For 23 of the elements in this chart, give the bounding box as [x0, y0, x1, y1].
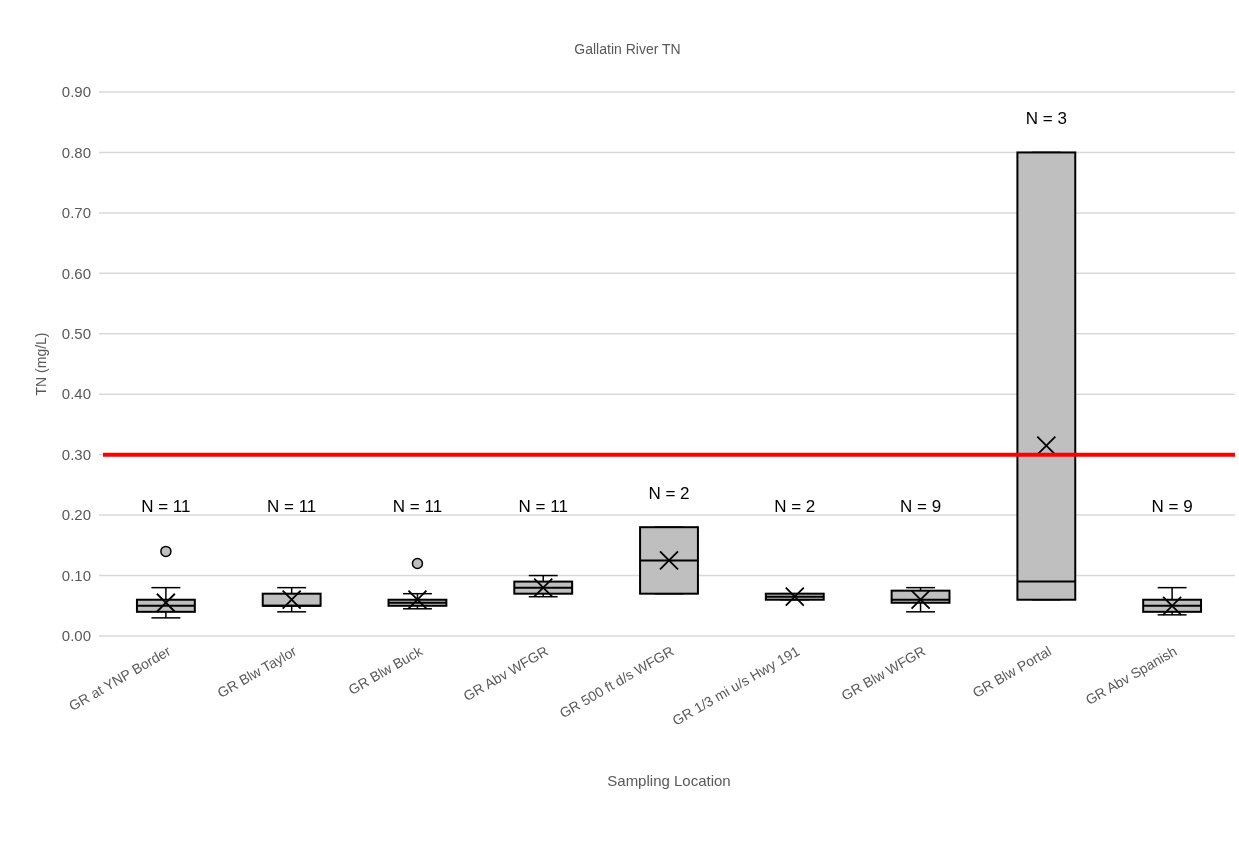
annotation: N = 3 — [1025, 109, 1067, 129]
y-tick-label: 0.10 — [61, 566, 91, 584]
y-axis-title: TN (mg/L) — [33, 332, 49, 396]
y-tick-label: 0.20 — [61, 506, 91, 524]
annotation: N = 11 — [267, 496, 317, 516]
y-tick-label: 0.50 — [61, 325, 91, 343]
annotation: N = 11 — [141, 496, 191, 516]
annotation: N = 9 — [1151, 496, 1193, 516]
annotation: N = 9 — [900, 496, 942, 516]
y-tick-label: 0.90 — [61, 83, 91, 101]
x-tick-label: GR Blw Buck — [345, 642, 426, 698]
annotation: N = 11 — [392, 496, 443, 516]
x-axis-title: Sampling Location — [607, 772, 731, 789]
annotation: N = 2 — [774, 496, 816, 516]
annotation: N = 11 — [518, 496, 568, 516]
y-tick-label: 0.60 — [61, 264, 91, 282]
y-tick-label: 0.70 — [61, 204, 91, 222]
y-tick-label: 0.40 — [61, 385, 91, 403]
y-tick-label: 0.00 — [61, 627, 91, 645]
chart-title: Gallatin River TN — [574, 41, 681, 57]
y-tick-label: 0.30 — [61, 445, 91, 463]
y-tick-label: 0.80 — [61, 143, 91, 161]
annotation: N = 2 — [648, 484, 690, 504]
